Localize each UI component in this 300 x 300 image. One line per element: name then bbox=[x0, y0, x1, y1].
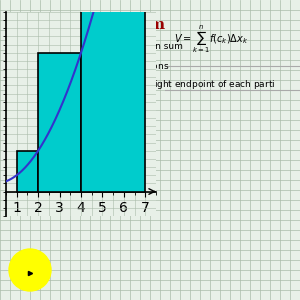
Bar bbox=[17, 151, 38, 191]
Text: Reimann Sum: Reimann Sum bbox=[45, 18, 165, 32]
Bar bbox=[38, 53, 81, 191]
Circle shape bbox=[9, 249, 51, 291]
Bar bbox=[81, 0, 145, 191]
Text: $\{1,2,4,7\}$,  where $c_k$ is the right endpoint of each parti: $\{1,2,4,7\}$, where $c_k$ is the right … bbox=[24, 78, 275, 91]
Text: $V = \sum_{k=1}^{n} f(c_k)\Delta x_k$: $V = \sum_{k=1}^{n} f(c_k)\Delta x_k$ bbox=[174, 24, 248, 56]
Text: Find the value of the Riemann sum: Find the value of the Riemann sum bbox=[24, 42, 183, 51]
Text: $f(x) = x^2 + 1$ using the partitions: $f(x) = x^2 + 1$ using the partitions bbox=[24, 60, 169, 74]
